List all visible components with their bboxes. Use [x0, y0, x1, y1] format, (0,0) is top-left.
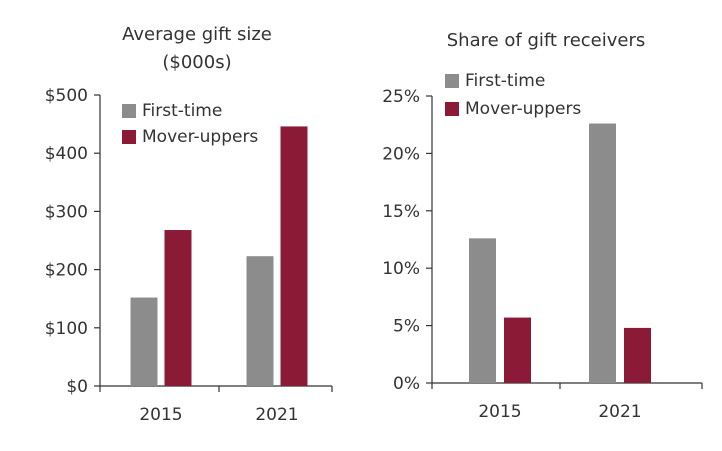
y-tick-label: $400	[45, 144, 88, 164]
chart-panel-share-of-gift-receivers: Share of gift receivers 0% 5% 10% 15% 20% 25% 2…	[382, 30, 703, 422]
legend-swatch-first-time	[122, 104, 136, 118]
bar-mover-uppers-2021	[280, 126, 308, 386]
legend-swatch-first-time	[445, 74, 459, 88]
bar-mover-uppers-2021	[624, 327, 651, 383]
bar-first-time-2015	[130, 297, 158, 386]
chart-panel-average-gift-size: Average gift size ($000s) $0 $100 $200 $300 $4…	[45, 24, 333, 425]
legend-label-mover-uppers: Mover-uppers	[465, 99, 581, 119]
bar-first-time-2021	[246, 256, 274, 386]
bar-mover-uppers-2015	[504, 317, 531, 383]
legend-swatch-mover-uppers	[445, 102, 459, 116]
legend-label-first-time: First-time	[142, 101, 222, 121]
legend-label-mover-uppers: Mover-uppers	[142, 127, 258, 147]
x-tick-label: 2021	[255, 405, 298, 425]
legend-label-first-time: First-time	[465, 71, 545, 91]
y-tick-label: 15%	[382, 202, 420, 222]
y-tick-label: 25%	[382, 87, 420, 107]
chart-title: Share of gift receivers	[447, 30, 646, 51]
y-tick-label: 0%	[393, 374, 420, 394]
bar-first-time-2015	[469, 238, 496, 383]
x-tick-label: 2015	[139, 405, 182, 425]
y-tick-label: 10%	[382, 259, 420, 279]
x-tick-label: 2021	[598, 402, 641, 422]
bar-mover-uppers-2015	[164, 230, 192, 386]
y-tick-label: $100	[45, 319, 88, 339]
chart-subtitle: ($000s)	[162, 52, 231, 73]
chart-title: Average gift size	[122, 24, 272, 45]
x-tick-label: 2015	[478, 402, 521, 422]
y-tick-label: $0	[66, 377, 88, 397]
y-tick-label: $300	[45, 202, 88, 222]
legend-swatch-mover-uppers	[122, 130, 136, 144]
bar-first-time-2021	[589, 123, 616, 383]
y-tick-label: 5%	[393, 317, 420, 337]
y-tick-label: 20%	[382, 144, 420, 164]
y-tick-label: $200	[45, 261, 88, 281]
y-tick-label: $500	[45, 86, 88, 106]
